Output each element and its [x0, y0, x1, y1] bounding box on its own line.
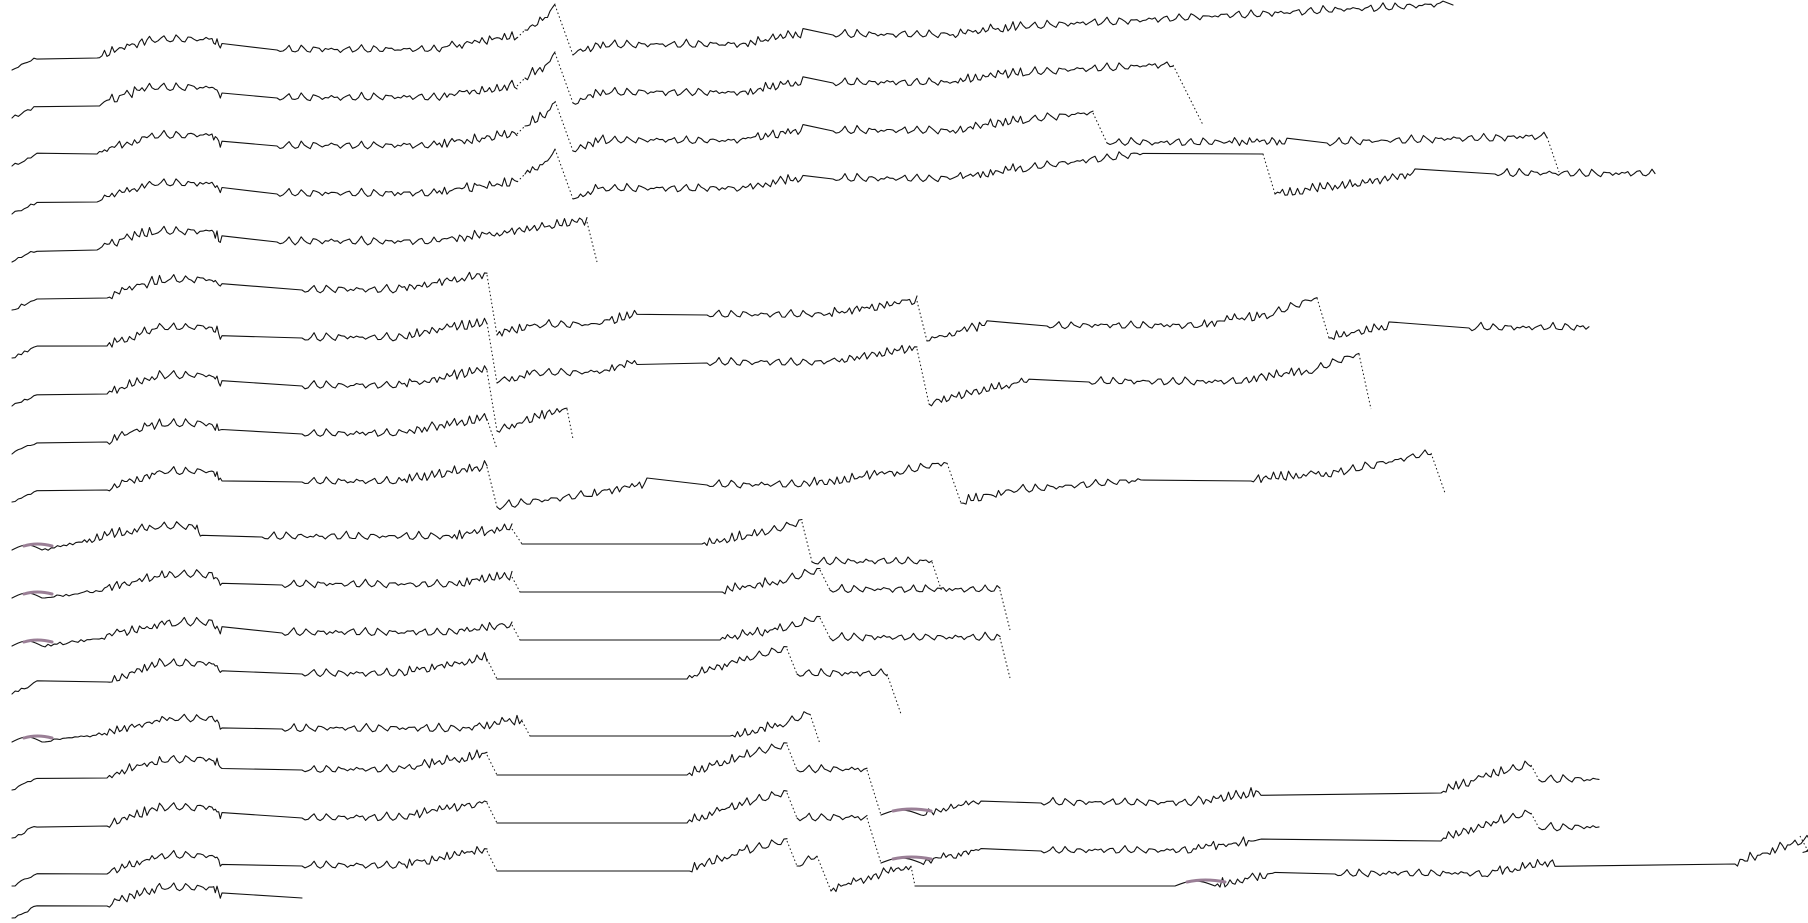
- trace-line: [11, 882, 303, 919]
- drop-tail: [554, 52, 574, 104]
- drop-tail: [516, 125, 526, 135]
- drop-tail: [910, 865, 916, 887]
- drop-tail: [486, 466, 498, 508]
- trace-line: [12, 450, 1445, 510]
- drop-tail: [486, 850, 498, 872]
- drop-tail: [1172, 64, 1204, 126]
- trace-row: [11, 0, 1454, 71]
- highlight-segment: [22, 542, 54, 548]
- trace-line: [11, 148, 1656, 215]
- drop-tail: [516, 173, 526, 183]
- drop-tail: [1530, 764, 1540, 781]
- drop-tail: [566, 408, 574, 440]
- drop-tail: [554, 4, 574, 56]
- drop-tail: [486, 322, 498, 384]
- trace-row: [12, 520, 942, 593]
- trace-line: [12, 366, 573, 439]
- trace-line: [12, 52, 1203, 125]
- trace-line: [11, 834, 1808, 893]
- trace-row: [12, 712, 820, 744]
- highlight-segment: [22, 638, 54, 644]
- drop-tail: [516, 29, 526, 39]
- drop-tail: [916, 300, 928, 342]
- drop-tail: [486, 754, 498, 776]
- drop-tail: [511, 528, 523, 545]
- trace-row: [11, 742, 1600, 817]
- drop-tail: [1430, 452, 1446, 494]
- drop-tail: [999, 589, 1011, 631]
- trace-row: [11, 834, 1808, 893]
- drop-tail: [946, 462, 962, 504]
- drop-tail: [511, 576, 521, 593]
- trace-row: [12, 414, 497, 454]
- drop-tail: [486, 418, 498, 450]
- trace-row: [12, 218, 597, 262]
- trace-row: [12, 647, 901, 714]
- drop-tail: [1262, 153, 1276, 195]
- drop-tail: [809, 713, 821, 745]
- trace-row: [12, 616, 1010, 678]
- drop-tail: [554, 100, 574, 152]
- drop-tail: [486, 658, 498, 680]
- drop-tail: [819, 617, 831, 639]
- drop-tail: [586, 221, 598, 263]
- trace-line: [11, 790, 1600, 866]
- trace-line: [11, 271, 1590, 342]
- drop-tail: [511, 624, 521, 641]
- trace-line: [12, 218, 597, 262]
- drop-tail: [819, 569, 831, 591]
- drop-tail: [816, 855, 832, 892]
- trace-line: [12, 520, 942, 593]
- trace-line: [12, 318, 1371, 409]
- drop-tail: [554, 148, 574, 200]
- trace-row: [12, 366, 573, 439]
- drop-tail: [521, 720, 531, 737]
- drop-tail: [931, 561, 943, 593]
- drop-tail: [886, 673, 902, 715]
- drop-tail: [1799, 835, 1808, 852]
- drop-tail: [486, 370, 498, 432]
- trace-row: [12, 100, 1560, 173]
- trace-line: [12, 414, 497, 454]
- drop-tail: [786, 792, 798, 819]
- trace-line: [11, 0, 1454, 71]
- trace-row: [11, 148, 1656, 215]
- drop-tail: [916, 348, 930, 405]
- trace-row: [11, 790, 1600, 866]
- drop-tail: [1530, 812, 1540, 829]
- highlight-segment: [891, 855, 933, 861]
- trace-line: [12, 616, 1010, 678]
- trace-line: [12, 712, 820, 744]
- trace-row: [12, 450, 1445, 510]
- drop-tail: [866, 817, 882, 864]
- trace-row: [12, 52, 1203, 125]
- drop-tail: [1092, 112, 1108, 144]
- highlight-segment: [22, 734, 54, 740]
- drop-tail: [801, 521, 813, 563]
- drop-tail: [486, 274, 498, 336]
- drop-tail: [866, 769, 882, 816]
- trace-line: [12, 647, 901, 714]
- trace-row: [12, 318, 1371, 409]
- trace-line: [11, 742, 1600, 817]
- drop-tail: [786, 744, 798, 771]
- drop-tail: [516, 77, 526, 87]
- drop-tail: [999, 637, 1011, 679]
- trace-row: [11, 882, 303, 919]
- trace-row: [11, 271, 1590, 342]
- highlight-segment: [1185, 878, 1227, 884]
- drop-tail: [1316, 297, 1330, 339]
- highlight-segment: [22, 590, 54, 596]
- highlight-segment: [891, 807, 933, 813]
- drop-tail: [1546, 136, 1560, 173]
- trace-line: [12, 102, 1559, 172]
- trace-row: [12, 569, 1010, 631]
- drop-tail: [486, 802, 498, 824]
- drop-tail: [786, 840, 798, 867]
- drop-tail: [1358, 353, 1372, 410]
- drop-tail: [786, 648, 798, 675]
